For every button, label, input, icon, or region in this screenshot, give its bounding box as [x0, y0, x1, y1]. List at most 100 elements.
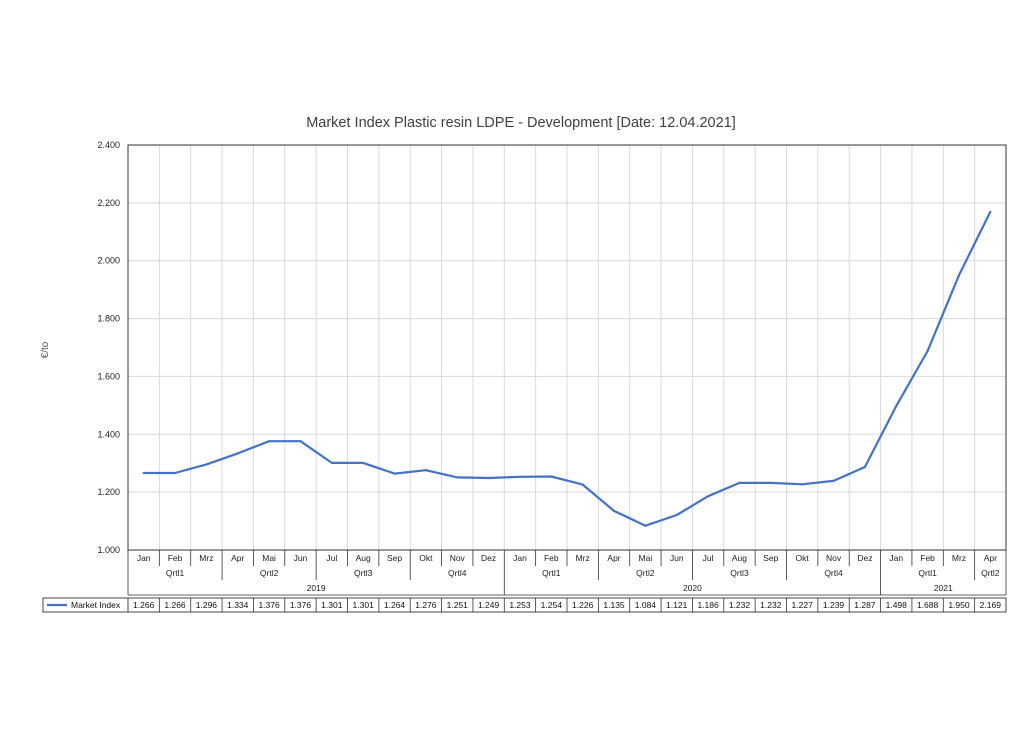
data-point — [738, 481, 741, 484]
x-tick-month: Sep — [763, 553, 778, 563]
y-tick-label: 2.400 — [97, 140, 120, 150]
data-point — [801, 483, 804, 486]
data-label: 1.287 — [854, 600, 876, 610]
data-point — [550, 475, 553, 478]
data-label: 1.226 — [572, 600, 594, 610]
data-point — [173, 471, 177, 475]
data-label: 1.266 — [164, 600, 186, 610]
x-tick-quarter: Qrtl1 — [542, 568, 561, 578]
data-label: 1.376 — [290, 600, 312, 610]
x-tick-month: Nov — [450, 553, 466, 563]
x-tick-quarter: Qrtl1 — [918, 568, 937, 578]
x-tick-year: 2019 — [307, 583, 326, 593]
data-label: 1.334 — [227, 600, 249, 610]
y-tick-label: 2.000 — [97, 256, 120, 266]
data-point — [518, 475, 522, 478]
y-tick-label: 1.800 — [97, 314, 120, 324]
data-label: 1.249 — [478, 600, 500, 610]
data-point — [863, 465, 866, 469]
data-label: 1.254 — [541, 600, 563, 610]
series-line-market-index — [143, 211, 992, 527]
x-tick-month: Jun — [670, 553, 684, 563]
data-point — [424, 469, 427, 472]
y-tick-label: 1.000 — [97, 545, 120, 555]
x-tick-month: Mai — [262, 553, 276, 563]
x-tick-quarter: Qrtl4 — [448, 568, 467, 578]
x-tick-month: Feb — [168, 553, 183, 563]
data-label: 1.239 — [823, 600, 845, 610]
x-tick-month: Okt — [419, 553, 433, 563]
data-label: 1.276 — [415, 600, 437, 610]
data-point — [268, 440, 271, 443]
x-tick-year: 2020 — [683, 583, 702, 593]
data-point — [362, 461, 365, 465]
x-tick-quarter: Qrtl3 — [730, 568, 749, 578]
data-label: 1.950 — [948, 600, 970, 610]
data-label: 1.264 — [384, 600, 406, 610]
data-point — [393, 472, 396, 475]
data-label: 1.376 — [258, 600, 280, 610]
data-table: Jan Feb Mrz Apr Mai Jun Jul Aug Sep Okt Nov Dez Jan F… — [42, 550, 1007, 613]
x-tick-month: Feb — [544, 553, 559, 563]
x-tick-quarter: Qrtl2 — [981, 568, 1000, 578]
data-point — [895, 404, 898, 408]
data-label: 1.227 — [792, 600, 814, 610]
data-label: 1.266 — [133, 600, 155, 610]
data-point — [456, 476, 459, 479]
data-point — [236, 452, 239, 455]
data-label: 1.135 — [603, 600, 625, 610]
y-axis-label: €/to — [40, 341, 51, 358]
x-tick-month: Jun — [294, 553, 308, 563]
x-tick-month: Mai — [639, 553, 653, 563]
x-tick-quarter: Qrtl1 — [166, 568, 185, 578]
x-tick-month: Jan — [513, 553, 527, 563]
x-tick-quarter: Qrtl2 — [260, 568, 279, 578]
x-tick-month: Dez — [857, 553, 872, 563]
x-tick-month: Apr — [231, 553, 244, 563]
data-point — [957, 274, 961, 277]
data-label: 1.121 — [666, 600, 688, 610]
grid — [127, 144, 1007, 551]
x-tick-year: 2021 — [934, 583, 953, 593]
x-tick-month: Sep — [387, 553, 402, 563]
data-point — [832, 479, 835, 482]
legend-label: Market Index — [71, 600, 121, 610]
data-label: 1.498 — [886, 600, 908, 610]
data-point — [299, 440, 302, 443]
y-tick-label: 2.200 — [97, 198, 120, 208]
x-tick-month: Dez — [481, 553, 496, 563]
x-tick-month: Jan — [137, 553, 151, 563]
chart-title: Market Index Plastic resin LDPE - Develo… — [306, 115, 736, 131]
data-point — [675, 513, 678, 517]
data-label: 1.232 — [729, 600, 751, 610]
data-label: 1.301 — [321, 600, 343, 610]
data-label: 1.253 — [509, 600, 531, 610]
values-row-frame — [42, 597, 1007, 613]
data-point — [707, 495, 710, 498]
x-tick-month: Mrz — [576, 553, 590, 563]
y-axis: 1.000 1.200 1.400 1.600 1.800 2.000 2.200 2.400 — [97, 140, 120, 555]
x-tick-month: Aug — [732, 553, 747, 563]
x-tick-quarter: Qrtl3 — [354, 568, 373, 578]
data-point — [581, 483, 584, 486]
x-tick-month: Aug — [356, 553, 371, 563]
data-label: 1.688 — [917, 600, 939, 610]
data-label: 1.232 — [760, 600, 782, 610]
data-point — [330, 461, 333, 465]
data-label: 1.301 — [353, 600, 375, 610]
x-tick-month: Jul — [326, 553, 337, 563]
data-point — [989, 210, 992, 213]
data-label: 2.169 — [980, 600, 1002, 610]
data-label: 1.296 — [196, 600, 218, 610]
data-point — [487, 476, 490, 480]
x-tick-month: Apr — [607, 553, 620, 563]
x-tick-quarter: Qrtl4 — [824, 568, 843, 578]
data-label: 1.084 — [635, 600, 657, 610]
x-tick-month: Apr — [984, 553, 997, 563]
data-label: 1.251 — [447, 600, 469, 610]
x-tick-month: Mrz — [199, 553, 213, 563]
data-point — [612, 509, 616, 513]
data-point — [142, 471, 145, 475]
x-tick-month: Jul — [703, 553, 714, 563]
